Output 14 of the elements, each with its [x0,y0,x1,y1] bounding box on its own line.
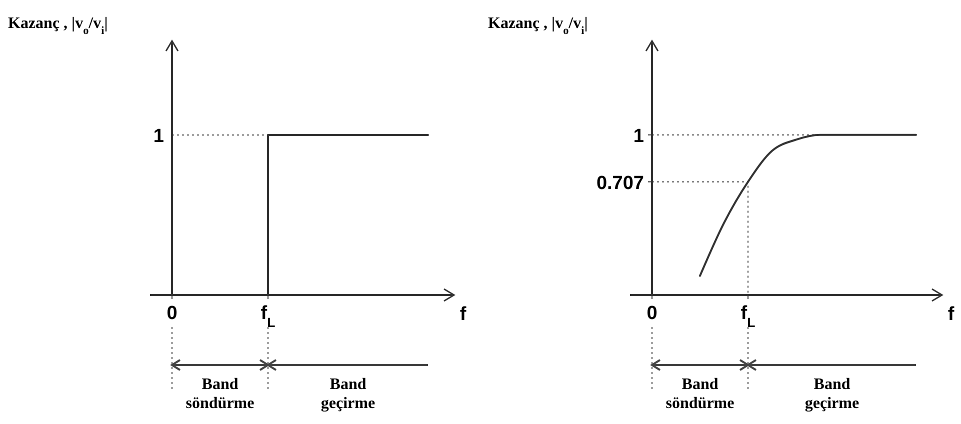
text: Band geçirme [320,376,376,412]
x-axis-title: f [948,304,955,325]
x-tick-label: 0 [646,303,658,324]
text: Band geçirme [804,376,860,412]
text: Band söndürme [186,376,254,412]
text: Band söndürme [666,376,734,412]
y-tick-label: 0.707 [596,172,644,194]
x-tick-label: 0 [166,303,178,324]
y-axis-title: Kazanç , |v$_{o}$/v$_{i}$| [488,15,588,37]
ref-line-label: 1 [153,126,164,147]
x-tick-label: f$_{L}$ [260,303,276,330]
x-tick-label: f$_{L}$ [740,303,756,330]
y-axis-title: Kazanç , |v$_{o}$/v$_{i}$| [8,15,108,37]
x-axis-title: f [460,304,467,325]
